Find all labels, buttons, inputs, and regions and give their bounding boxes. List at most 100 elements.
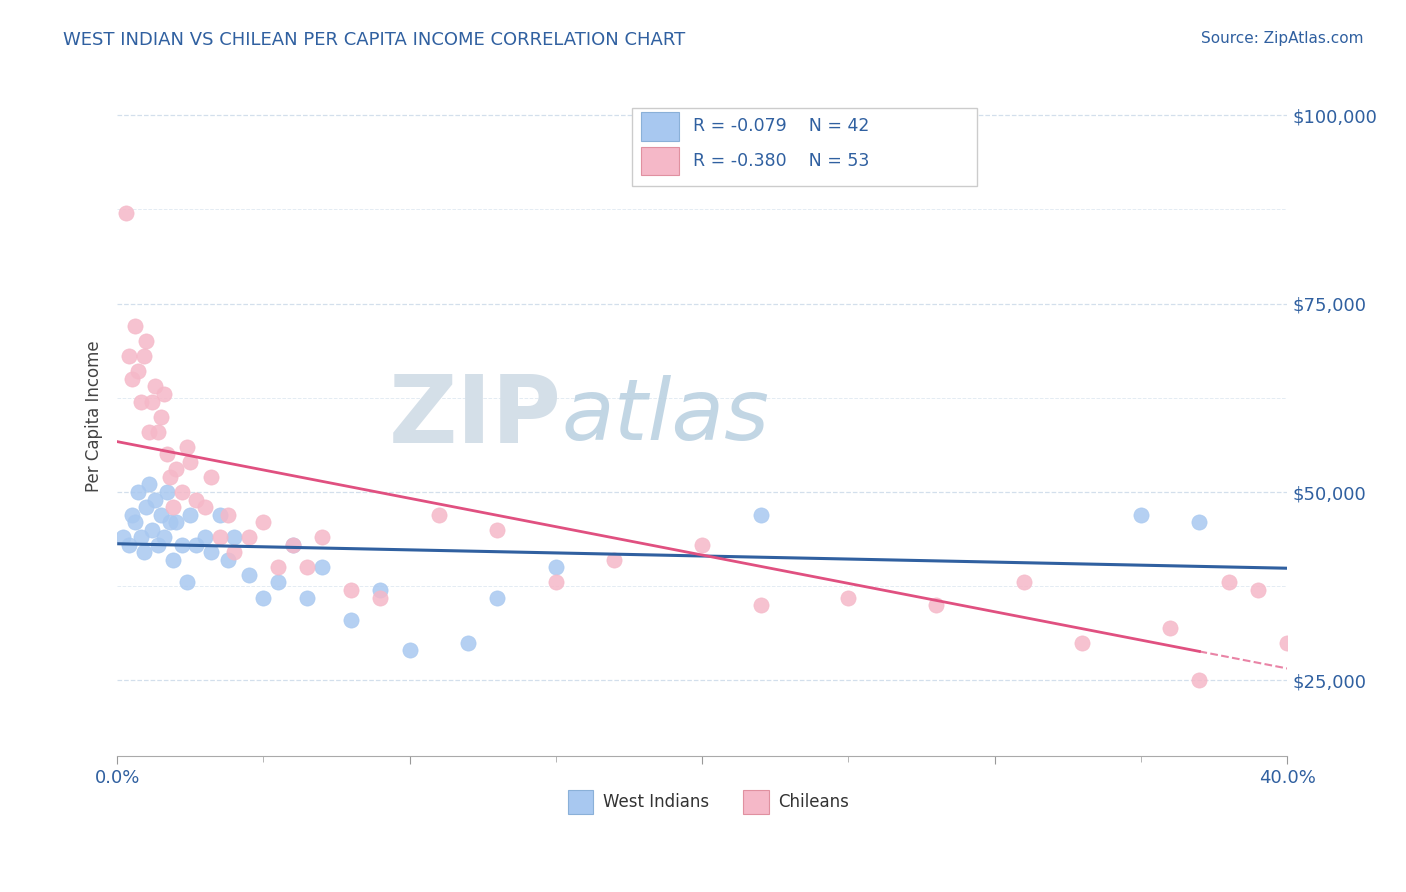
Point xyxy=(176,440,198,454)
Point xyxy=(1159,621,1181,635)
Point xyxy=(1305,665,1327,680)
Point xyxy=(749,508,772,522)
Point xyxy=(146,425,169,439)
Point xyxy=(118,349,141,363)
Point xyxy=(138,425,160,439)
Point xyxy=(370,582,392,597)
Text: ZIP: ZIP xyxy=(389,371,562,463)
Point xyxy=(153,530,176,544)
Point xyxy=(150,508,173,522)
Text: R = -0.079    N = 42: R = -0.079 N = 42 xyxy=(693,118,869,136)
Point xyxy=(457,636,479,650)
Point xyxy=(121,372,143,386)
Point xyxy=(544,575,567,590)
Point xyxy=(153,387,176,401)
Point xyxy=(1247,582,1270,597)
Point xyxy=(170,485,193,500)
Point xyxy=(135,334,157,349)
Point xyxy=(200,545,222,559)
Point xyxy=(159,470,181,484)
Point xyxy=(127,485,149,500)
Point xyxy=(690,538,713,552)
Y-axis label: Per Capita Income: Per Capita Income xyxy=(86,341,103,492)
Point xyxy=(115,206,138,220)
Point xyxy=(1218,575,1240,590)
Point xyxy=(252,515,274,529)
Point xyxy=(1188,673,1211,688)
Point xyxy=(281,538,304,552)
Point xyxy=(544,560,567,574)
Point xyxy=(224,530,246,544)
Point xyxy=(267,560,290,574)
Point xyxy=(159,515,181,529)
Point xyxy=(217,508,239,522)
Point xyxy=(127,364,149,378)
Point xyxy=(238,530,260,544)
Point xyxy=(252,591,274,605)
Point xyxy=(179,508,201,522)
Point xyxy=(217,553,239,567)
Point xyxy=(194,500,217,514)
Point xyxy=(267,575,290,590)
Point xyxy=(925,598,948,612)
Point xyxy=(124,319,146,334)
Point xyxy=(165,462,187,476)
Point xyxy=(837,591,859,605)
Point xyxy=(238,568,260,582)
Point xyxy=(124,515,146,529)
Point xyxy=(749,598,772,612)
Point xyxy=(194,530,217,544)
Point xyxy=(224,545,246,559)
Point xyxy=(340,582,363,597)
Point xyxy=(129,530,152,544)
Point xyxy=(121,508,143,522)
Bar xyxy=(568,790,593,814)
Point xyxy=(112,530,135,544)
Point xyxy=(208,508,231,522)
Point xyxy=(398,643,420,657)
Point xyxy=(146,538,169,552)
Point xyxy=(162,500,184,514)
Text: R = -0.380    N = 53: R = -0.380 N = 53 xyxy=(693,152,869,169)
Point xyxy=(132,349,155,363)
Point xyxy=(603,553,626,567)
Point xyxy=(297,591,319,605)
Point xyxy=(340,613,363,627)
Point xyxy=(1334,696,1357,710)
Point xyxy=(132,545,155,559)
Bar xyxy=(641,112,679,141)
Point xyxy=(186,538,208,552)
Text: atlas: atlas xyxy=(562,376,770,458)
Point xyxy=(370,591,392,605)
Point xyxy=(176,575,198,590)
Point xyxy=(165,515,187,529)
Point xyxy=(1071,636,1094,650)
FancyBboxPatch shape xyxy=(631,108,977,186)
Point xyxy=(1364,643,1386,657)
Point xyxy=(1129,508,1152,522)
Text: Source: ZipAtlas.com: Source: ZipAtlas.com xyxy=(1201,31,1364,46)
Point xyxy=(156,485,179,500)
Point xyxy=(1012,575,1035,590)
Point xyxy=(143,379,166,393)
Text: WEST INDIAN VS CHILEAN PER CAPITA INCOME CORRELATION CHART: WEST INDIAN VS CHILEAN PER CAPITA INCOME… xyxy=(63,31,686,49)
Point xyxy=(281,538,304,552)
Point xyxy=(311,530,333,544)
Point xyxy=(186,492,208,507)
Point xyxy=(141,394,163,409)
Point xyxy=(141,523,163,537)
Point xyxy=(179,455,201,469)
Point xyxy=(150,409,173,424)
Point xyxy=(143,492,166,507)
Point xyxy=(311,560,333,574)
Point xyxy=(486,591,509,605)
Point xyxy=(486,523,509,537)
Bar xyxy=(744,790,769,814)
Text: West Indians: West Indians xyxy=(603,793,709,811)
Point xyxy=(118,538,141,552)
Text: Chileans: Chileans xyxy=(779,793,849,811)
Bar xyxy=(641,146,679,175)
Point xyxy=(170,538,193,552)
Point xyxy=(1277,636,1299,650)
Point xyxy=(138,477,160,491)
